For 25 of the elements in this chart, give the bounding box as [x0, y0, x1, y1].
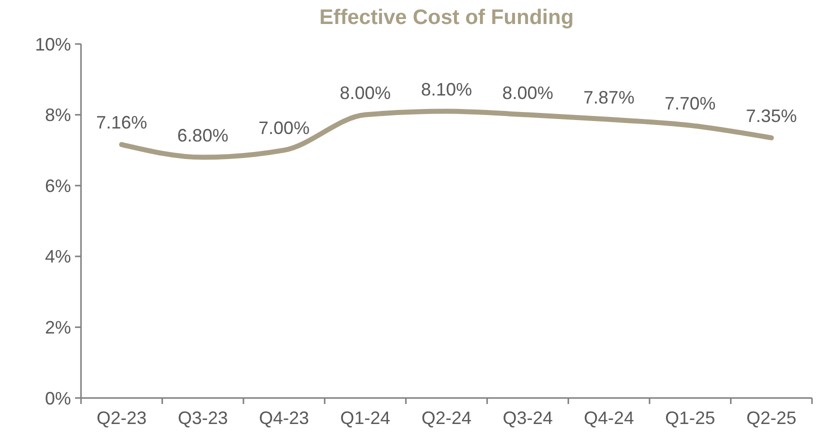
x-tick-label: Q3-24	[502, 408, 553, 428]
y-tick-label: 2%	[44, 318, 71, 338]
data-label: 7.35%	[746, 106, 797, 126]
y-tick-label: 4%	[44, 246, 71, 267]
data-label: 6.80%	[177, 125, 228, 146]
x-tick-label: Q2-24	[421, 408, 472, 428]
data-label: 7.00%	[258, 118, 310, 138]
y-tick-label: 8%	[44, 105, 71, 126]
data-label: 7.87%	[583, 87, 634, 108]
data-label: 8.00%	[340, 82, 391, 103]
chart-title: Effective Cost of Funding	[319, 6, 574, 29]
data-label: 7.16%	[96, 112, 148, 133]
y-tick-label: 6%	[44, 176, 71, 196]
data-label: 8.10%	[420, 79, 472, 100]
x-tick-label: Q2-25	[746, 408, 796, 428]
y-tick-label: 10%	[34, 34, 71, 54]
x-tick-label: Q2-23	[96, 408, 147, 428]
x-tick-label: Q1-24	[340, 408, 390, 428]
x-tick-label: Q4-23	[259, 408, 310, 428]
x-tick-label: Q4-24	[584, 408, 634, 428]
x-tick-label: Q1-25	[665, 408, 716, 428]
data-label: 8.00%	[502, 82, 554, 103]
y-tick-label: 0%	[44, 388, 71, 408]
x-tick-label: Q3-23	[178, 408, 228, 428]
data-label: 7.70%	[664, 93, 716, 114]
